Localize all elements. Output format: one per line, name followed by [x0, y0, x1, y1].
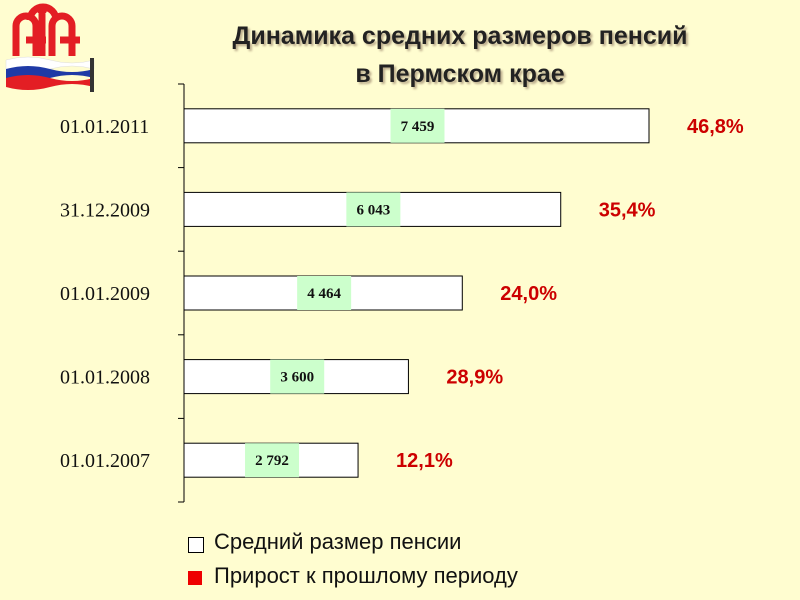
value-label-average-pension: 2 792 — [255, 453, 289, 469]
value-label-growth: 35,4% — [599, 199, 656, 221]
category-label: 31.12.2009 — [60, 199, 150, 221]
value-label-average-pension: 6 043 — [356, 202, 390, 218]
value-label-average-pension: 7 459 — [401, 119, 435, 135]
value-label-box — [245, 443, 300, 478]
legend-label-growth: Прирост к прошлому периоду — [214, 563, 518, 588]
category-label: 01.01.2007 — [60, 450, 150, 472]
category-label: 01.01.2008 — [60, 367, 150, 389]
pension-fund-logo — [5, 3, 95, 92]
value-label-growth: 24,0% — [500, 283, 557, 305]
value-label-growth: 28,9% — [446, 367, 503, 389]
category-label: 01.01.2009 — [60, 283, 150, 305]
value-label-average-pension: 4 464 — [307, 286, 341, 302]
value-label-growth: 12,1% — [396, 450, 453, 472]
legend-label-average-pension: Средний размер пенсии — [214, 529, 462, 554]
chart-title-line2: в Пермском крае — [355, 60, 565, 88]
value-label-box — [346, 192, 401, 227]
value-label-box — [390, 108, 445, 143]
value-label-growth: 46,8% — [687, 116, 744, 138]
category-label: 01.01.2011 — [60, 116, 149, 138]
value-label-box — [270, 359, 325, 394]
chart-title-line1: Динамика средних размеров пенсий — [232, 22, 688, 50]
legend-swatch-white — [188, 537, 204, 553]
value-label-average-pension: 3 600 — [280, 370, 314, 386]
legend-swatch-red — [188, 571, 202, 585]
value-label-box — [297, 276, 352, 310]
